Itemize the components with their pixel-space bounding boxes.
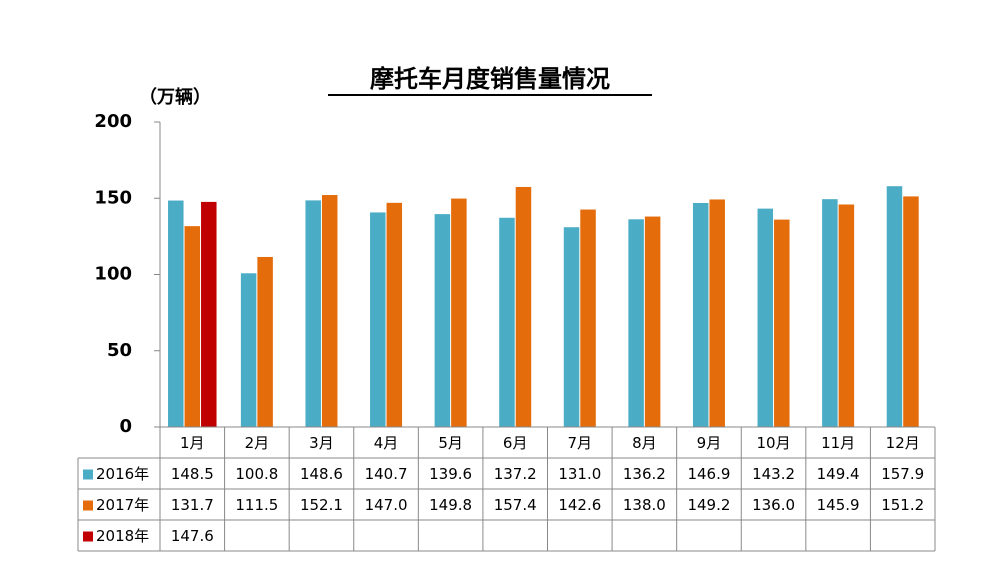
bar	[580, 209, 596, 427]
bar	[451, 198, 467, 427]
bar	[499, 217, 515, 427]
x-tick-label: 3月	[309, 434, 334, 452]
bar	[257, 256, 273, 427]
table-value: 139.6	[429, 465, 472, 483]
y-axis-label: （万辆）	[139, 86, 211, 108]
x-tick-label: 2月	[245, 434, 270, 452]
legend-swatch	[83, 531, 93, 542]
table-value: 142.6	[558, 496, 601, 514]
legend-label: 2018年	[96, 527, 149, 545]
table-value: 152.1	[300, 496, 343, 514]
table-value: 148.5	[171, 465, 214, 483]
legend-swatch	[83, 469, 93, 480]
bar	[692, 202, 709, 427]
x-tick-label: 6月	[503, 434, 528, 452]
bar	[515, 186, 532, 427]
x-tick-label: 10月	[756, 434, 790, 452]
bar	[886, 186, 903, 427]
table-value: 149.2	[687, 496, 730, 514]
table-value: 148.6	[300, 465, 343, 483]
table-value: 100.8	[235, 465, 278, 483]
y-tick-label: 200	[94, 111, 132, 132]
x-tick-label: 4月	[374, 434, 399, 452]
table-value: 149.8	[429, 496, 472, 514]
bar	[184, 226, 201, 427]
table-value: 157.4	[494, 496, 537, 514]
table-value: 138.0	[623, 496, 666, 514]
bar	[628, 219, 644, 427]
table-value: 111.5	[235, 496, 278, 514]
y-tick-label: 50	[107, 340, 132, 361]
bar	[563, 227, 580, 427]
bar	[757, 208, 774, 427]
chart-title: 摩托车月度销售量情况	[370, 65, 610, 93]
table-value: 136.2	[623, 465, 666, 483]
table-value: 136.0	[752, 496, 795, 514]
bar	[386, 202, 403, 427]
x-tick-label: 5月	[438, 434, 463, 452]
bar	[240, 273, 257, 427]
bar	[774, 219, 790, 427]
x-tick-label: 8月	[632, 434, 657, 452]
table-value: 147.6	[171, 527, 214, 545]
bar	[822, 199, 838, 427]
bar	[321, 195, 338, 427]
table-value: 137.2	[494, 465, 537, 483]
table-value: 140.7	[365, 465, 408, 483]
y-tick-label: 150	[94, 187, 132, 208]
bar	[305, 200, 321, 427]
bar	[201, 201, 217, 427]
y-tick-label: 0	[119, 416, 132, 437]
bar	[434, 214, 451, 427]
table-value: 131.0	[558, 465, 601, 483]
table-value: 149.4	[817, 465, 860, 483]
table-value: 146.9	[687, 465, 730, 483]
x-tick-label: 7月	[568, 434, 593, 452]
table-value: 147.0	[365, 496, 408, 514]
bar	[903, 196, 919, 427]
table-value: 145.9	[817, 496, 860, 514]
x-tick-label: 9月	[697, 434, 722, 452]
bar	[644, 216, 661, 427]
x-tick-label: 1月	[180, 434, 205, 452]
legend-label: 2016年	[96, 465, 149, 483]
table-value: 157.9	[881, 465, 924, 483]
bar	[370, 212, 386, 427]
table-value: 151.2	[881, 496, 924, 514]
y-tick-label: 100	[94, 264, 132, 285]
table-value: 131.7	[171, 496, 214, 514]
table-value: 143.2	[752, 465, 795, 483]
bar	[168, 200, 184, 427]
bar	[709, 199, 725, 427]
x-tick-label: 11月	[821, 434, 855, 452]
legend-label: 2017年	[96, 496, 149, 514]
legend-swatch	[83, 500, 93, 511]
bar	[838, 204, 855, 427]
x-tick-label: 12月	[886, 434, 920, 452]
